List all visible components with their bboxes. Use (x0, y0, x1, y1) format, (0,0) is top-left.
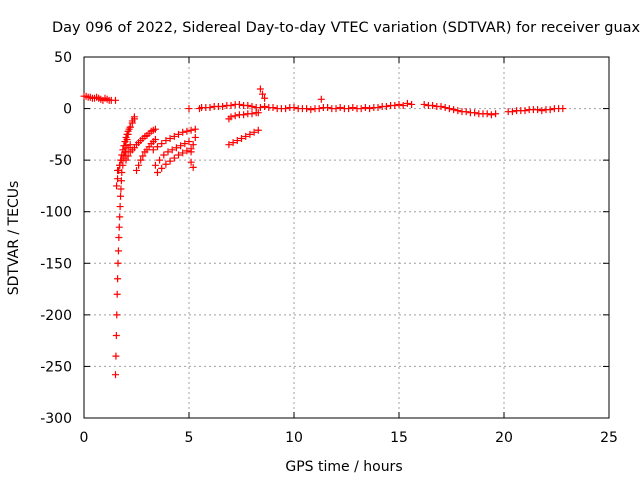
data-point (522, 107, 529, 114)
data-point (158, 140, 165, 147)
data-point (450, 106, 457, 113)
data-point (114, 291, 121, 298)
data-point (270, 104, 277, 111)
data-point (345, 105, 352, 112)
x-tick-label: 15 (390, 430, 408, 446)
data-point (158, 165, 165, 172)
data-point (113, 332, 120, 339)
data-point (383, 103, 390, 110)
x-axis-label: GPS time / hours (285, 459, 402, 475)
data-point (188, 148, 195, 155)
data-point (509, 108, 516, 115)
data-point (113, 182, 120, 189)
data-point (324, 104, 331, 111)
data-point (114, 275, 121, 282)
data-point (116, 224, 123, 231)
data-point (463, 108, 470, 115)
data-point (171, 155, 178, 162)
y-tick-label: -250 (40, 359, 72, 375)
plot-frame (84, 57, 609, 418)
y-tick-label: 50 (54, 50, 72, 66)
data-point (358, 105, 365, 112)
data-point (391, 102, 398, 109)
data-point (207, 104, 214, 111)
data-point (117, 203, 124, 210)
data-point (115, 247, 122, 254)
data-point (261, 103, 268, 110)
data-point (488, 111, 495, 118)
data-point (547, 106, 554, 113)
data-point (282, 105, 289, 112)
data-point (349, 104, 356, 111)
x-tick-label: 20 (495, 430, 513, 446)
x-tick-label: 25 (600, 430, 618, 446)
data-point (534, 106, 541, 113)
y-tick-label: -200 (40, 308, 72, 324)
data-point (154, 143, 161, 150)
grid-lines (84, 57, 609, 418)
data-point (318, 96, 325, 103)
data-point (115, 260, 122, 267)
data-point (117, 186, 124, 193)
data-point (421, 101, 428, 108)
data-point (186, 105, 193, 112)
data-point (160, 151, 167, 158)
data-point (232, 112, 239, 119)
data-point (236, 101, 243, 108)
data-point (117, 193, 124, 200)
data-point (446, 105, 453, 112)
data-point (429, 102, 436, 109)
data-point (154, 169, 161, 176)
data-point (113, 311, 120, 318)
data-point (291, 104, 298, 111)
data-point (362, 104, 369, 111)
data-point (366, 105, 373, 112)
data-point (150, 146, 157, 153)
x-tick-label: 10 (285, 430, 303, 446)
data-point (112, 353, 119, 360)
data-point (337, 104, 344, 111)
y-tick-label: -150 (40, 256, 72, 272)
data-point (442, 104, 449, 111)
data-point (396, 101, 403, 108)
data-point (112, 97, 119, 104)
data-point (559, 105, 566, 112)
data-point (115, 234, 122, 241)
x-tick-label: 0 (80, 430, 89, 446)
data-point (307, 106, 314, 113)
data-point (484, 110, 491, 117)
data-point (112, 371, 119, 378)
data-point (156, 157, 163, 164)
data-point (192, 126, 199, 133)
data-point (152, 162, 159, 169)
data-point (316, 105, 323, 112)
sdtvar-chart: Day 096 of 2022, Sidereal Day-to-day VTE… (0, 0, 640, 480)
data-points (81, 85, 567, 378)
y-tick-label: -100 (40, 205, 72, 221)
data-point (333, 105, 340, 112)
y-axis-label: SDTVAR / TECUs (6, 181, 22, 296)
chart-title: Day 096 of 2022, Sidereal Day-to-day VTE… (52, 20, 640, 36)
data-point (438, 103, 445, 110)
data-point (192, 134, 199, 141)
data-point (492, 110, 499, 117)
data-point (303, 105, 310, 112)
y-tick-label: 0 (63, 102, 72, 118)
data-point (471, 109, 478, 116)
data-point (249, 110, 256, 117)
data-point (244, 102, 251, 109)
y-tick-label: -300 (40, 411, 72, 427)
data-point (228, 102, 235, 109)
x-tick-label: 5 (185, 430, 194, 446)
y-tick-label: -50 (49, 153, 72, 169)
data-point (375, 104, 382, 111)
data-point (116, 213, 123, 220)
data-point (240, 111, 247, 118)
data-point (167, 158, 174, 165)
data-point (408, 101, 415, 108)
data-point (162, 161, 169, 168)
